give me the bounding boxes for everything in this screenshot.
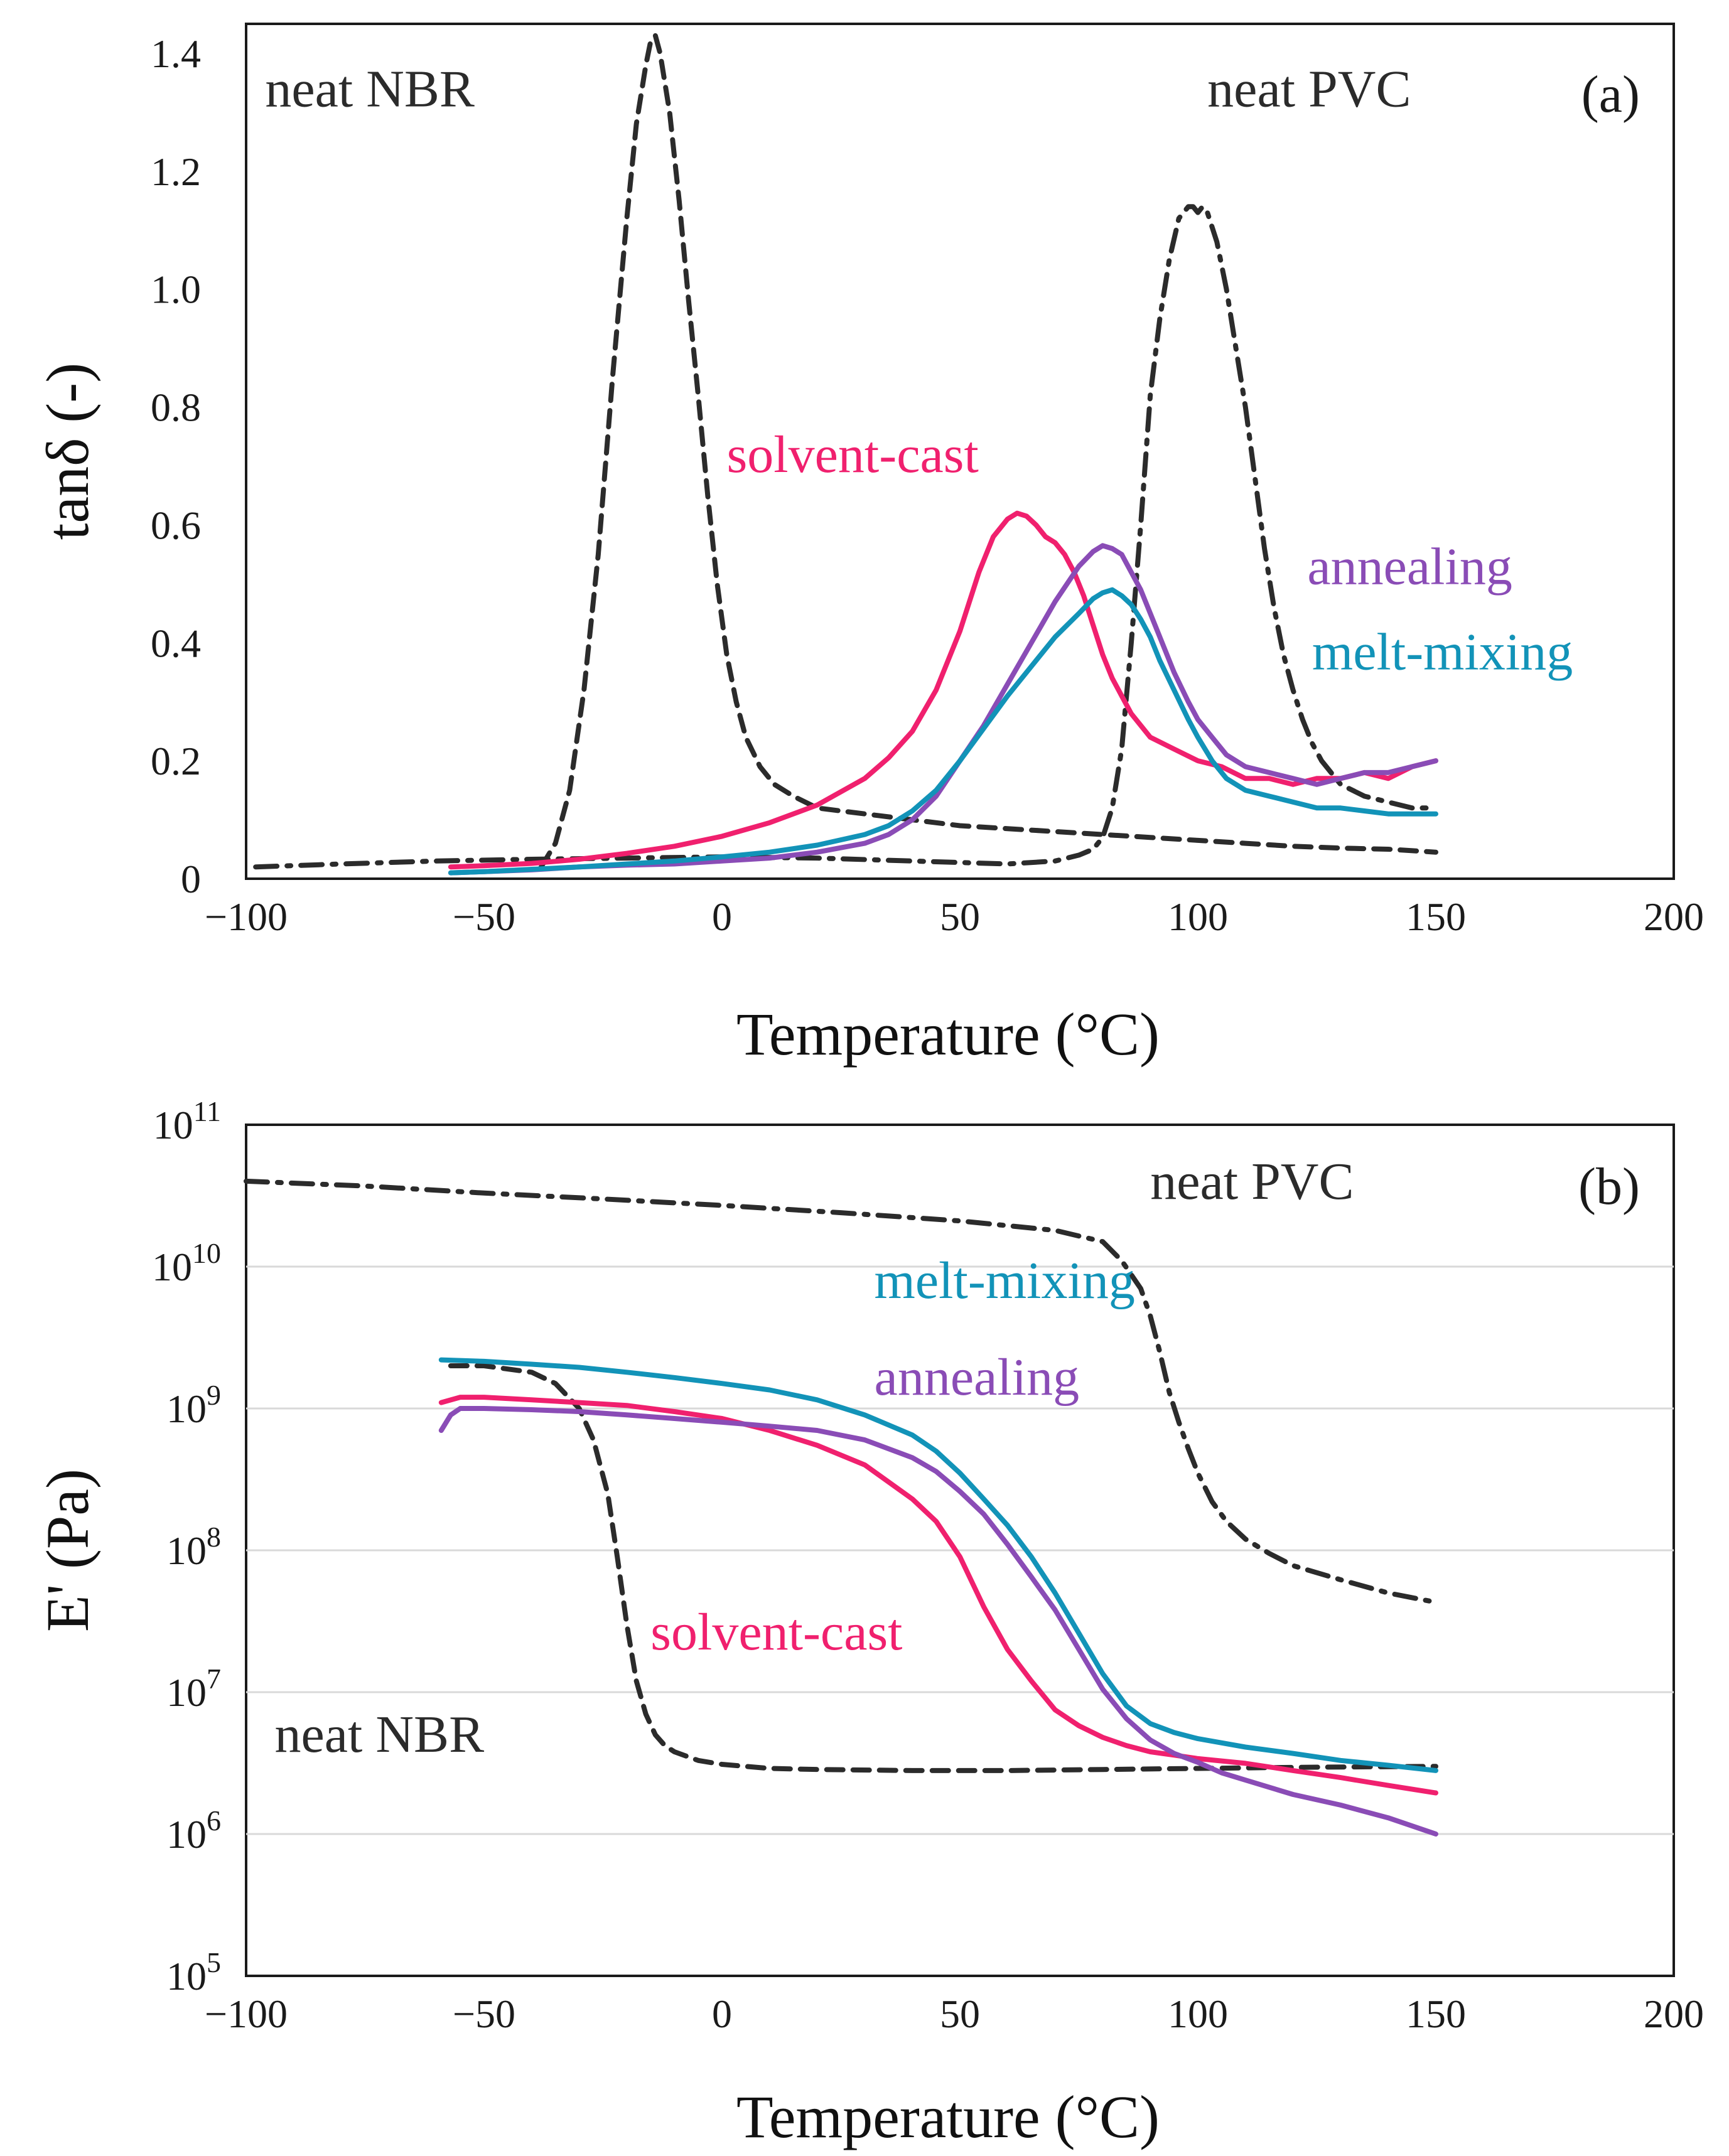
annotation-neat-pvc: neat PVC bbox=[1207, 60, 1411, 119]
series-line-neat-pvc bbox=[244, 1178, 1438, 1605]
x-tick-label: 150 bbox=[1406, 894, 1466, 939]
x-tick-label: 50 bbox=[940, 1992, 980, 2036]
y-tick-label: 109 bbox=[166, 1379, 221, 1431]
series-line-annealing bbox=[448, 543, 1438, 876]
x-tick-label: −100 bbox=[205, 894, 288, 939]
y-tick-label: 106 bbox=[166, 1805, 221, 1857]
x-tick-labels: −100 −50 0 50 100 150 200 bbox=[205, 1992, 1704, 2036]
annotation-melt-mixing: melt-mixing bbox=[875, 1252, 1135, 1310]
series-line-neat-nbr bbox=[448, 1363, 1438, 1773]
series-annotations: neat NBR neat PVC solvent-cast annealing mel… bbox=[265, 60, 1573, 682]
annotation-annealing: annealing bbox=[875, 1348, 1080, 1407]
y-tick-label: 1.2 bbox=[151, 149, 201, 194]
x-tick-label: 100 bbox=[1168, 894, 1228, 939]
x-tick-label: 0 bbox=[712, 894, 732, 939]
annotation-solvent-cast: solvent-cast bbox=[650, 1603, 902, 1661]
y-tick-label: 1.4 bbox=[151, 31, 201, 76]
x-tick-label: 50 bbox=[940, 894, 980, 939]
y-tick-label: 1.0 bbox=[151, 267, 201, 312]
x-tick-label: −50 bbox=[453, 1992, 515, 2036]
annotation-neat-nbr: neat NBR bbox=[274, 1705, 484, 1764]
x-axis-label: Temperature (°C) bbox=[736, 1000, 1160, 1068]
annotation-neat-nbr: neat NBR bbox=[265, 60, 475, 119]
y-tick-labels: 0 0.2 0.4 0.6 0.8 1.0 1.2 1.4 bbox=[151, 31, 201, 901]
series-layer bbox=[253, 33, 1438, 876]
y-tick-labels: 105 106 107 108 109 1010 1011 bbox=[152, 1095, 221, 1998]
panel-b-storage-modulus-chart: 105 106 107 108 109 1010 1011 −100 −50 0 50 100 150… bbox=[34, 1095, 1704, 2150]
y-tick-label: 0 bbox=[181, 857, 201, 901]
y-tick-label: 0.8 bbox=[151, 385, 201, 430]
series-line-solvent-cast bbox=[448, 510, 1438, 870]
x-tick-label: 100 bbox=[1168, 1992, 1228, 2036]
series-layer bbox=[244, 1178, 1438, 1837]
annotation-melt-mixing: melt-mixing bbox=[1312, 623, 1573, 682]
series-line-neat-pvc bbox=[253, 204, 1438, 870]
x-tick-label: 200 bbox=[1644, 1992, 1704, 2036]
x-tick-label: 200 bbox=[1644, 894, 1704, 939]
y-tick-label: 1010 bbox=[152, 1237, 221, 1289]
series-line-melt-mixing bbox=[448, 587, 1438, 876]
y-tick-label: 0.2 bbox=[151, 739, 201, 783]
series-annotations: neat PVC melt-mixing annealing solvent-cast… bbox=[274, 1152, 1354, 1764]
panel-a-tan-delta-chart: 0 0.2 0.4 0.6 0.8 1.0 1.2 1.4 −100 −50 0 50 100 150 2… bbox=[34, 23, 1704, 1068]
annotation-solvent-cast: solvent-cast bbox=[727, 426, 979, 484]
x-tick-label: 150 bbox=[1406, 1992, 1466, 2036]
y-axis-label: tanδ (-) bbox=[34, 363, 101, 540]
annotation-neat-pvc: neat PVC bbox=[1150, 1152, 1354, 1211]
plot-frame bbox=[245, 23, 1675, 880]
panel-label: (b) bbox=[1578, 1157, 1640, 1216]
series-line-annealing bbox=[438, 1406, 1438, 1837]
annotation-annealing: annealing bbox=[1307, 537, 1512, 596]
y-tick-label: 1011 bbox=[153, 1095, 221, 1147]
series-line-melt-mixing bbox=[438, 1357, 1438, 1773]
series-line-solvent-cast bbox=[438, 1395, 1438, 1796]
y-tick-label: 108 bbox=[166, 1521, 221, 1573]
x-tick-label: −50 bbox=[453, 894, 515, 939]
series-line-neat-nbr bbox=[539, 33, 1438, 870]
y-tick-label: 107 bbox=[166, 1663, 221, 1715]
x-tick-label: −100 bbox=[205, 1992, 288, 2036]
y-axis-label: E' (Pa) bbox=[34, 1469, 101, 1632]
y-tick-label: 0.4 bbox=[151, 621, 201, 665]
x-tick-label: 0 bbox=[712, 1992, 732, 2036]
y-tick-label: 0.6 bbox=[151, 503, 201, 547]
y-tick-label: 105 bbox=[166, 1946, 221, 1998]
panel-label: (a) bbox=[1581, 65, 1640, 124]
x-axis-label: Temperature (°C) bbox=[736, 2083, 1160, 2150]
x-tick-labels: −100 −50 0 50 100 150 200 bbox=[205, 894, 1704, 939]
